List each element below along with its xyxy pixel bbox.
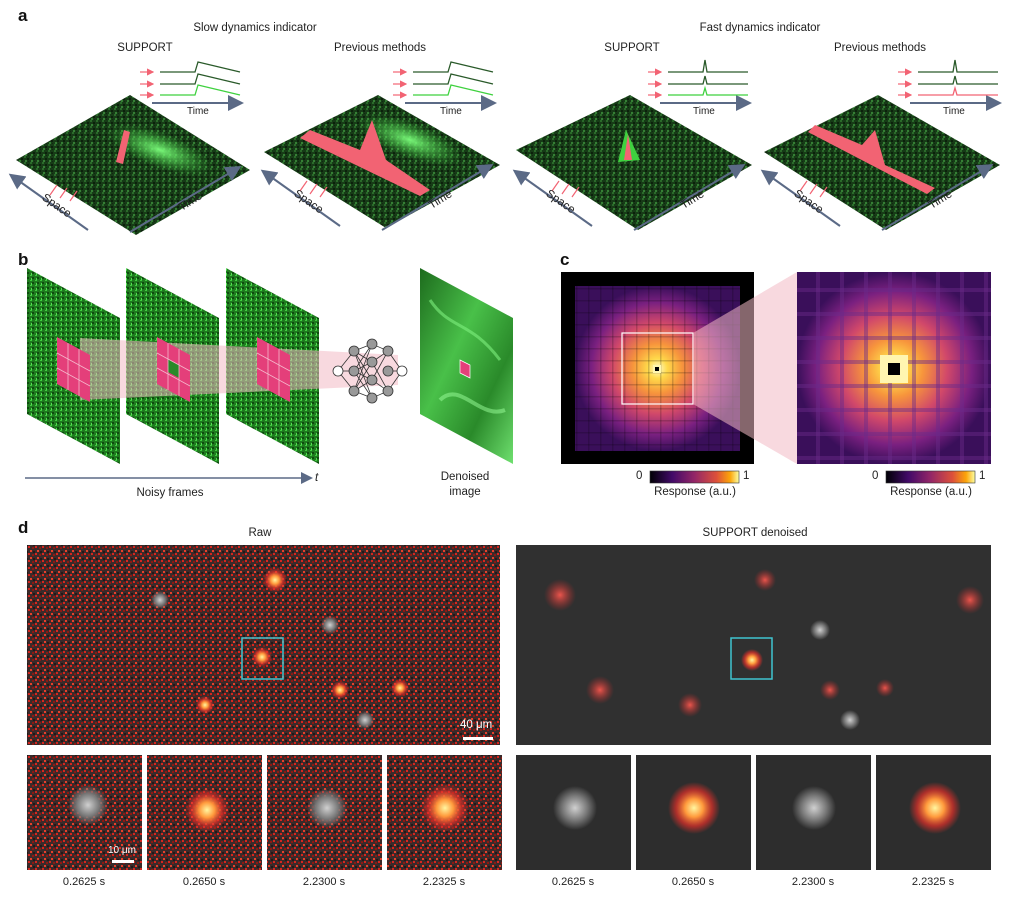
raw-time-2: 0.2650 s (182, 876, 226, 888)
trace-time-label-4: Time (943, 106, 965, 117)
denoised-crop-4 (876, 755, 991, 870)
denoised-image (420, 268, 513, 464)
trace-inset-1 (140, 61, 244, 111)
noisy-frames-label: Noisy frames (136, 487, 204, 499)
colorbar-1-label: Response (a.u.) (654, 486, 736, 498)
denoised-image-label: Denoised image (440, 471, 490, 498)
slow-dynamics-title: Slow dynamics indicator (193, 22, 317, 34)
axes-surface-3 (512, 163, 746, 231)
colorbar-2 (885, 470, 976, 484)
axes-surface-2 (260, 163, 494, 231)
panel-a-letter: a (18, 6, 28, 25)
axes-surface-1 (8, 165, 242, 233)
a-support-label-2: SUPPORT (604, 42, 660, 54)
denoised-time-2: 0.2650 s (671, 876, 715, 888)
colorbar-2-max: 1 (979, 470, 986, 482)
surface-slow-previous (264, 95, 500, 228)
panel-b-letter: b (18, 250, 29, 269)
scale-bar-label-small: 10 μm (108, 845, 136, 856)
panel-d-letter: d (18, 518, 29, 537)
denoised-title: SUPPORT denoised (702, 527, 808, 539)
a-previous-label-2: Previous methods (833, 42, 927, 54)
axes-surface-4 (760, 163, 994, 231)
scale-bar-label-large: 40 μm (460, 719, 493, 731)
t-axis-label: t (315, 472, 319, 484)
zoom-projection (693, 272, 797, 464)
raw-crop-2 (147, 755, 262, 870)
denoised-large-image (516, 545, 991, 745)
raw-crop-1 (27, 755, 142, 870)
denoised-time-4: 2.2325 s (911, 876, 955, 888)
raw-time-3: 2.2300 s (302, 876, 346, 888)
denoised-crop-2 (636, 755, 751, 870)
surface-slow-support (16, 95, 250, 235)
raw-title: Raw (248, 527, 272, 539)
trace-inset-2 (393, 61, 497, 111)
patch-frame-3 (256, 337, 291, 402)
trace-time-label-3: Time (693, 106, 715, 117)
trace-inset-4 (898, 59, 1002, 111)
a-support-label-1: SUPPORT (117, 42, 173, 54)
patch-frame-1 (56, 337, 91, 402)
colorbar-2-min: 0 (872, 470, 879, 482)
denoised-time-1: 0.2625 s (551, 876, 595, 888)
fast-dynamics-title: Fast dynamics indicator (699, 22, 821, 34)
denoised-time-3: 2.2300 s (791, 876, 835, 888)
trace-time-label-2: Time (440, 106, 462, 117)
raw-image (27, 545, 500, 745)
denoised-crop-3 (756, 755, 871, 870)
colorbar-2-label: Response (a.u.) (890, 486, 972, 498)
denoised-crop-1 (516, 755, 631, 870)
colorbar-1 (649, 470, 740, 484)
colorbar-1-min: 0 (636, 470, 643, 482)
surface-fast-support (516, 95, 752, 230)
colorbar-1-max: 1 (743, 470, 750, 482)
a-previous-label-1: Previous methods (333, 42, 427, 54)
raw-time-1: 0.2625 s (62, 876, 106, 888)
panel-c-letter: c (560, 250, 570, 269)
patch-frame-2 (156, 337, 191, 402)
raw-crop-4 (387, 755, 502, 870)
trace-inset-3 (648, 59, 752, 111)
neural-network-icon (332, 338, 408, 404)
trace-time-label-1: Time (187, 106, 209, 117)
surface-fast-previous (764, 95, 1000, 230)
raw-time-4: 2.2325 s (422, 876, 466, 888)
receptive-field-zoom (797, 272, 991, 464)
raw-crop-3 (267, 755, 382, 870)
